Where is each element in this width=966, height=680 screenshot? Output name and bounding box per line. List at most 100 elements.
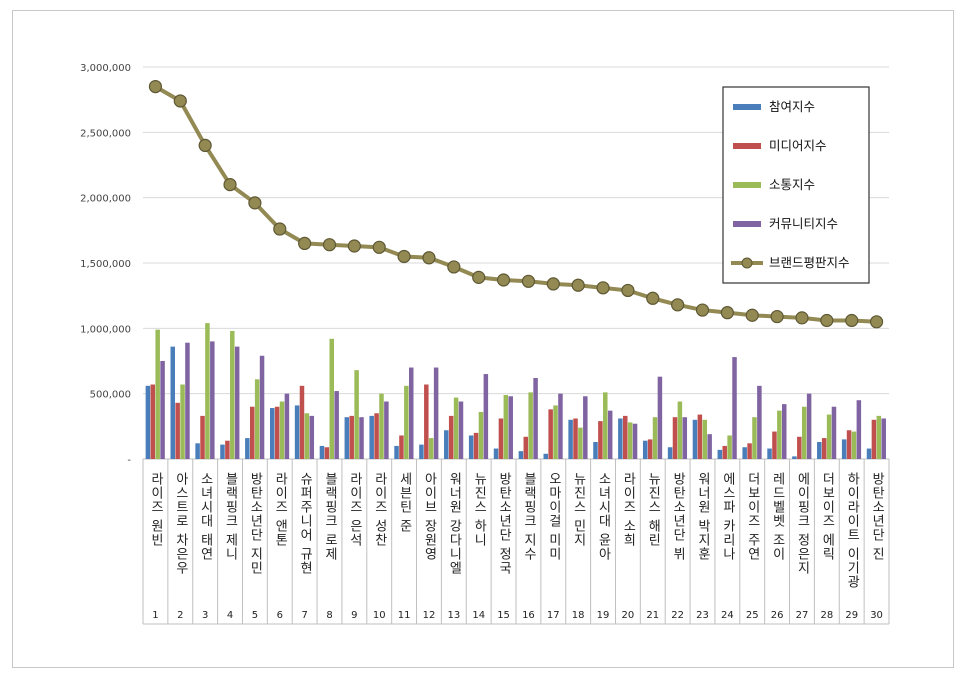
rank-label: 7 bbox=[301, 610, 307, 621]
legend-swatch bbox=[733, 143, 761, 149]
bar bbox=[772, 431, 777, 459]
bar bbox=[399, 435, 404, 459]
bar bbox=[752, 417, 757, 459]
line-point bbox=[770, 309, 784, 324]
category-label: 레드벨벳 조이 bbox=[770, 472, 785, 561]
bar bbox=[528, 392, 533, 459]
line-point bbox=[646, 291, 660, 305]
rank-label: 2 bbox=[177, 610, 183, 621]
category-label: 뉴진스 하니 bbox=[471, 472, 486, 547]
bar bbox=[657, 376, 663, 459]
bar bbox=[523, 436, 529, 459]
rank-label: 21 bbox=[646, 610, 659, 621]
bar bbox=[593, 442, 598, 459]
bar bbox=[458, 401, 464, 459]
rank-label: 22 bbox=[671, 610, 684, 621]
line-point bbox=[447, 260, 461, 274]
bar bbox=[508, 396, 513, 459]
bar bbox=[254, 379, 260, 459]
legend-label: 소통지수 bbox=[769, 177, 815, 192]
bar bbox=[777, 410, 782, 459]
bar bbox=[170, 346, 175, 459]
legend-swatch bbox=[733, 104, 761, 110]
legend-label: 미디어지수 bbox=[769, 138, 827, 153]
bar bbox=[801, 406, 807, 459]
bar bbox=[603, 392, 608, 459]
bar bbox=[851, 431, 857, 459]
bar bbox=[642, 440, 648, 459]
bar bbox=[707, 434, 712, 459]
category-table: 라이즈 원빈 1 아스트로 차은우 2 소녀시대 태연 3 블랙핑크 제니 4 방탄소년단 지민… bbox=[142, 458, 890, 625]
bar bbox=[558, 393, 563, 459]
bar bbox=[667, 447, 673, 459]
line-point bbox=[397, 249, 411, 264]
bar bbox=[846, 430, 852, 459]
bar bbox=[702, 419, 707, 459]
bar bbox=[175, 402, 180, 459]
line-point bbox=[869, 315, 884, 329]
bar bbox=[424, 384, 429, 459]
bar bbox=[344, 417, 350, 459]
bar bbox=[269, 408, 275, 459]
line-point bbox=[596, 281, 610, 295]
bar bbox=[359, 417, 364, 459]
category-label: 블랙핑크 제니 bbox=[223, 472, 238, 561]
line-point bbox=[347, 239, 361, 253]
y-tick-label: 3,000,000 bbox=[80, 63, 131, 74]
bar bbox=[220, 444, 225, 459]
rank-label: 9 bbox=[351, 610, 357, 621]
rank-label: 17 bbox=[547, 610, 560, 621]
legend-label: 참여지수 bbox=[769, 99, 815, 114]
category-label: 라이즈 은석 bbox=[347, 472, 362, 547]
legend-marker bbox=[741, 257, 753, 269]
bar bbox=[299, 385, 305, 459]
y-axis: - 500,000 1,000,000 1,500,000 2,000,000 2,500… bbox=[80, 63, 131, 466]
bar bbox=[573, 418, 578, 459]
bar bbox=[677, 401, 683, 459]
category-label: 슈퍼주니어 규현 bbox=[297, 472, 312, 575]
bar bbox=[379, 393, 384, 459]
bar bbox=[453, 397, 459, 459]
bar bbox=[369, 415, 374, 459]
bar bbox=[727, 435, 732, 459]
bar bbox=[259, 355, 265, 459]
bar bbox=[503, 394, 509, 459]
category-label: 블랙핑크 로제 bbox=[322, 472, 337, 561]
bar bbox=[831, 406, 837, 459]
legend-swatch bbox=[733, 182, 761, 188]
rank-label: 12 bbox=[423, 610, 436, 621]
line-point bbox=[521, 274, 536, 288]
bar bbox=[607, 410, 613, 459]
bar bbox=[354, 370, 359, 459]
bar bbox=[404, 385, 409, 459]
bar bbox=[841, 439, 847, 459]
line-point bbox=[173, 94, 187, 108]
bar bbox=[543, 453, 548, 459]
line-point bbox=[795, 311, 809, 325]
category-label: 블랙핑크 지수 bbox=[521, 472, 536, 561]
category-label: 방탄소년단 뷔 bbox=[670, 472, 685, 561]
bar bbox=[498, 418, 504, 459]
bar-series bbox=[145, 323, 886, 459]
line-point bbox=[372, 240, 386, 254]
bar bbox=[155, 329, 160, 459]
rank-label: 24 bbox=[721, 610, 734, 621]
rank-label: 1 bbox=[152, 610, 158, 621]
bar bbox=[274, 406, 280, 459]
bar bbox=[578, 427, 583, 459]
bar bbox=[742, 447, 747, 459]
bar bbox=[160, 361, 165, 459]
bar bbox=[722, 445, 727, 459]
bar bbox=[792, 456, 797, 459]
rank-label: 16 bbox=[522, 610, 535, 621]
line-point bbox=[298, 236, 312, 250]
bar bbox=[478, 411, 484, 459]
bar bbox=[384, 401, 389, 459]
bar bbox=[428, 438, 434, 459]
bar bbox=[881, 418, 886, 459]
rank-label: 27 bbox=[796, 610, 809, 621]
bar bbox=[533, 377, 538, 459]
bar bbox=[583, 396, 588, 459]
category-label: 아스트로 차은우 bbox=[173, 472, 188, 575]
category-label: 더보이즈 에릭 bbox=[819, 472, 834, 561]
